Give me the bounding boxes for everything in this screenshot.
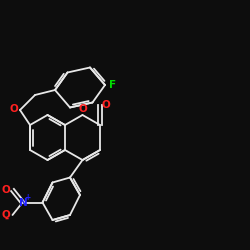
Text: O: O (10, 104, 19, 114)
Text: +: + (24, 194, 30, 202)
Text: N: N (19, 198, 28, 207)
Text: O: O (2, 210, 10, 220)
Text: -: - (5, 214, 9, 224)
Text: O: O (2, 185, 10, 195)
Text: O: O (101, 100, 110, 110)
Text: F: F (109, 80, 116, 90)
Text: O: O (78, 104, 87, 114)
